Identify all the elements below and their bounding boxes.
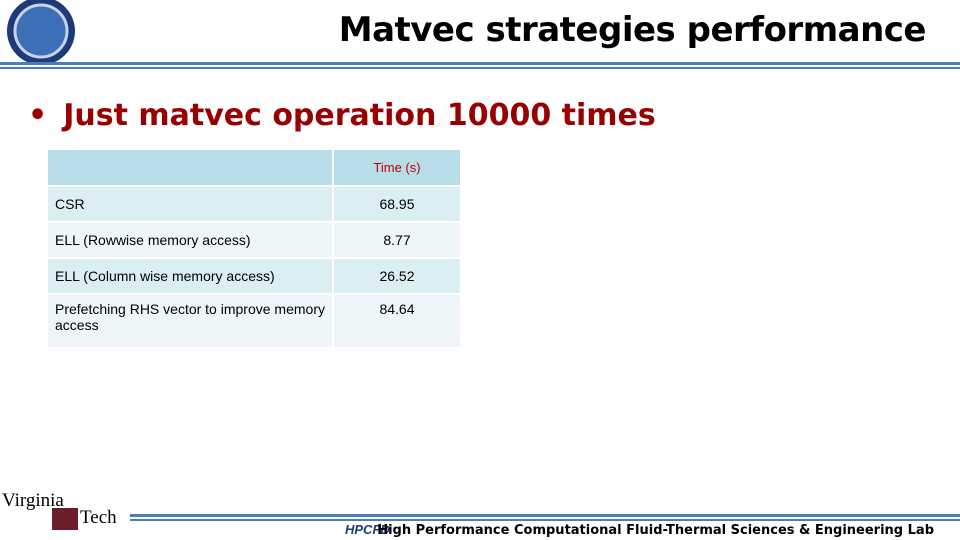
cell: 84.64 [334,295,460,347]
logo-text: Virginia [2,490,64,511]
footer: High Performance Computational Fluid-The… [377,523,934,538]
logo-text: Tech [80,507,117,528]
bullet: • Just matvec operation 10000 times [28,98,656,133]
table: Time (s) CSR 68.95 ELL (Rowwise memory ac… [48,148,460,349]
bottom-rule [130,519,960,521]
cell: ELL (Rowwise memory access) [48,223,334,257]
cell: 26.52 [334,259,460,293]
top-rule [0,67,960,69]
lab-logo: HPCFD [345,522,390,537]
bullet-text: Just matvec operation 10000 times [63,98,656,133]
bottom-rule [130,514,960,517]
cell: 68.95 [334,187,460,221]
cell: Prefetching RHS vector to improve memory… [48,295,334,347]
header-cell: Time (s) [334,150,460,185]
seal-inner [13,3,69,59]
cell: ELL (Column wise memory access) [48,259,334,293]
top-rule [0,62,960,65]
cell: 8.77 [334,223,460,257]
title: Matvec strategies performance [338,10,927,50]
cell: CSR [48,187,334,221]
vt-mark [52,508,78,530]
